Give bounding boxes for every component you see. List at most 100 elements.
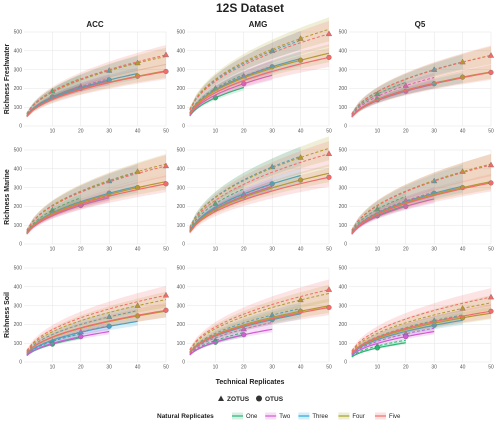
- y-tick-label: 100: [339, 223, 348, 229]
- legend-label: Four: [352, 414, 364, 420]
- x-tick-label: 20: [241, 365, 247, 371]
- y-tick-label: 100: [177, 341, 186, 347]
- y-tick-label: 500: [14, 30, 23, 36]
- y-tick-label: 300: [339, 67, 348, 73]
- y-tick-label: 200: [14, 86, 23, 92]
- y-tick-label: 300: [14, 67, 23, 73]
- ribbon-four-zotus: [189, 17, 329, 112]
- line-two-zotus: [351, 327, 435, 356]
- line-three-otus: [189, 174, 301, 232]
- y-tick-label: 200: [177, 322, 186, 328]
- line-two-otus: [351, 198, 435, 235]
- line-two-otus: [351, 330, 435, 356]
- ribbon-two-zotus: [351, 72, 435, 117]
- legend-label: One: [246, 414, 258, 420]
- legend: ZOTUS OTUS Natural Replicates One Two Three Fo…: [157, 395, 401, 420]
- y-tick-label: 500: [339, 266, 348, 272]
- marker-five-otus: [326, 304, 332, 311]
- line-four-otus: [189, 172, 330, 233]
- marker-four-zotus: [134, 59, 141, 66]
- line-five-otus: [26, 183, 167, 235]
- y-tick-label: 400: [177, 49, 186, 55]
- ribbon-five-zotus: [189, 21, 329, 113]
- ribbon-five-otus: [189, 299, 329, 354]
- x-tick-label: 40: [135, 365, 141, 371]
- x-tick-label: 30: [269, 365, 275, 371]
- x-tick-label: 10: [213, 365, 219, 371]
- line-four-zotus: [189, 147, 330, 228]
- legend-color-title: Natural Replicates: [157, 413, 214, 420]
- ribbon-one-zotus: [26, 194, 81, 233]
- marker-two-otus: [241, 81, 247, 87]
- x-tick-label: 20: [78, 365, 84, 371]
- y-tick-label: 200: [14, 204, 23, 210]
- line-two-zotus: [351, 191, 435, 234]
- ribbon-five-zotus: [351, 154, 491, 233]
- legend-item-two: Two: [265, 412, 291, 420]
- y-tick-label: 100: [14, 223, 23, 229]
- ribbon-one-zotus: [351, 78, 406, 116]
- x-tick-label: 50: [163, 129, 169, 135]
- legend-label: Three: [312, 414, 328, 420]
- panel-2-3: 0 100 200 300 400 500 10 20 30 40 50: [339, 148, 495, 253]
- ribbon-one-zotus: [351, 338, 406, 357]
- x-tick-label: 10: [375, 365, 381, 371]
- marker-five-zotus: [325, 286, 333, 292]
- row-label: Richness Marine: [4, 169, 11, 225]
- line-five-otus: [189, 306, 330, 354]
- line-two-zotus: [26, 78, 110, 117]
- line-five-zotus: [189, 153, 330, 229]
- ribbon-five-zotus: [189, 279, 329, 352]
- x-tick-label: 50: [326, 365, 332, 371]
- line-five-otus: [351, 71, 492, 118]
- ribbon-one-zotus: [189, 330, 244, 355]
- y-tick-label: 0: [182, 360, 185, 366]
- line-four-zotus: [189, 28, 330, 110]
- line-five-zotus: [189, 33, 330, 111]
- line-five-otus: [351, 310, 492, 354]
- x-tick-label: 10: [375, 129, 381, 135]
- x-tick-label: 30: [269, 247, 275, 253]
- marker-five-zotus: [325, 150, 333, 156]
- x-tick-label: 30: [431, 129, 437, 135]
- legend-shape-zotus: ZOTUS: [218, 395, 250, 403]
- marker-five-otus: [163, 181, 169, 187]
- line-four-otus: [351, 312, 492, 355]
- y-tick-label: 500: [177, 148, 186, 154]
- marker-four-zotus: [297, 35, 304, 41]
- y-tick-label: 0: [344, 360, 347, 366]
- line-five-zotus: [26, 54, 167, 115]
- line-two-otus: [189, 328, 273, 356]
- column-header-amg: AMG: [249, 20, 268, 29]
- line-five-zotus: [189, 289, 330, 350]
- y-tick-label: 500: [177, 266, 186, 272]
- y-tick-label: 400: [177, 167, 186, 173]
- ribbon-two-zotus: [189, 318, 273, 355]
- legend-label: Two: [279, 414, 291, 420]
- y-tick-label: 200: [177, 204, 186, 210]
- y-tick-label: 100: [177, 223, 186, 229]
- x-tick-label: 10: [50, 129, 56, 135]
- line-three-zotus: [26, 310, 138, 353]
- line-four-zotus: [189, 292, 330, 351]
- x-tick-label: 20: [241, 247, 247, 253]
- x-tick-label: 30: [106, 129, 112, 135]
- line-two-otus: [26, 330, 110, 356]
- line-three-otus: [351, 185, 463, 234]
- ribbon-one-zotus: [189, 184, 244, 231]
- y-tick-label: 0: [182, 242, 185, 248]
- line-four-otus: [26, 181, 167, 234]
- line-three-otus: [26, 73, 138, 117]
- y-tick-label: 300: [339, 303, 348, 309]
- line-two-otus: [26, 197, 110, 235]
- y-tick-label: 300: [14, 185, 23, 191]
- circle-icon: [256, 395, 262, 402]
- row-label: Richness Soil: [4, 292, 11, 338]
- y-tick-label: 500: [14, 266, 23, 272]
- x-tick-label: 30: [431, 247, 437, 253]
- y-tick-label: 100: [177, 105, 186, 111]
- x-tick-label: 50: [163, 247, 169, 253]
- marker-four-zotus: [297, 296, 304, 303]
- x-tick-label: 40: [298, 247, 304, 253]
